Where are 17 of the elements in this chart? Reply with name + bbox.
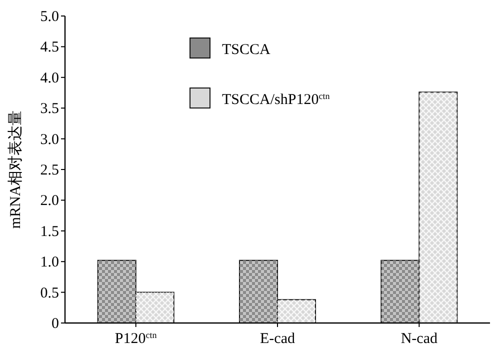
y-tick-label: 2.0 bbox=[40, 193, 59, 210]
x-tick-label: P120$^{ctn}$ bbox=[114, 330, 158, 347]
y-tick-label: 4.0 bbox=[40, 70, 59, 86]
x-tick-label: E-cad bbox=[260, 331, 296, 347]
y-tick-label: 3.0 bbox=[40, 132, 59, 148]
legend-label: TSCCA/shP120$^{ctn}$ bbox=[222, 91, 330, 108]
y-tick-label: 0.5 bbox=[40, 285, 59, 302]
y-tick-label: 5.0 bbox=[40, 9, 59, 25]
y-axis-title: mRNA相对表达量 bbox=[7, 110, 24, 229]
y-tick-label: 0 bbox=[52, 316, 59, 332]
y-tick-label: 1.5 bbox=[40, 224, 59, 240]
x-tick-label: N-cad bbox=[400, 331, 438, 347]
y-tick-label: 3.5 bbox=[40, 101, 59, 118]
y-tick-label: 1.0 bbox=[40, 254, 59, 271]
legend-label: TSCCA bbox=[222, 42, 271, 58]
y-tick-label: 4.5 bbox=[40, 40, 59, 56]
y-tick-label: 2.5 bbox=[40, 162, 59, 178]
